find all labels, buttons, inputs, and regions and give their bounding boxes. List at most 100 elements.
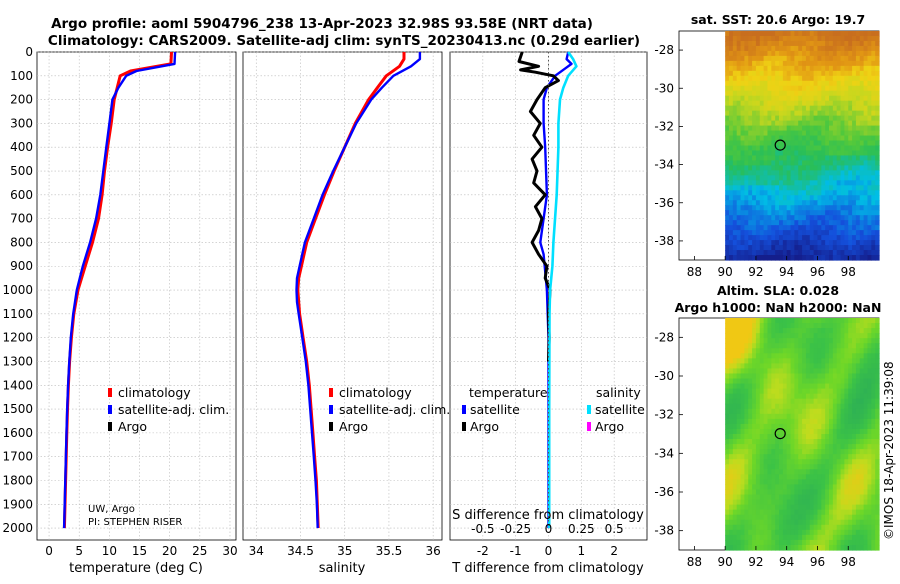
map-cell bbox=[829, 90, 834, 97]
map-cell bbox=[740, 130, 745, 137]
lat-tick-label: -28 bbox=[654, 43, 674, 57]
map-cell bbox=[836, 348, 842, 354]
map-cell bbox=[840, 358, 845, 364]
map-cell bbox=[875, 110, 880, 117]
map-cell bbox=[775, 439, 780, 445]
map-cell bbox=[786, 398, 792, 405]
map-cell bbox=[744, 145, 749, 152]
map-cell bbox=[832, 338, 838, 344]
map-cell bbox=[805, 115, 811, 122]
map-cell bbox=[748, 190, 753, 196]
map-cell bbox=[763, 363, 769, 370]
map-cell bbox=[852, 318, 857, 324]
map-cell bbox=[755, 170, 761, 176]
map-cell bbox=[729, 393, 734, 400]
map-cell bbox=[755, 120, 761, 127]
map-cell bbox=[844, 534, 849, 541]
legend-argo-swatch bbox=[108, 422, 112, 431]
map-cell bbox=[790, 140, 795, 147]
map-cell bbox=[767, 45, 772, 52]
map-cell bbox=[755, 40, 761, 47]
map-cell bbox=[755, 190, 761, 196]
map-cell bbox=[829, 328, 834, 334]
map-cell bbox=[855, 449, 861, 455]
map-cell bbox=[767, 240, 772, 246]
map-cell bbox=[732, 65, 738, 72]
map-cell bbox=[836, 185, 842, 191]
map-cell bbox=[821, 373, 826, 380]
map-cell bbox=[771, 85, 776, 92]
map-cell bbox=[829, 408, 834, 415]
map-cell bbox=[855, 195, 861, 201]
map-cell bbox=[771, 65, 776, 72]
map-cell bbox=[825, 165, 830, 171]
map-cell bbox=[779, 514, 784, 521]
map-cell bbox=[867, 454, 872, 460]
map-cell bbox=[802, 514, 807, 521]
map-cell bbox=[782, 519, 788, 526]
map-cell bbox=[867, 499, 872, 506]
map-cell bbox=[821, 31, 826, 37]
map-cell bbox=[840, 60, 845, 67]
map-cell bbox=[763, 444, 769, 450]
map-cell bbox=[832, 469, 838, 475]
map-cell bbox=[809, 50, 815, 57]
map-cell bbox=[802, 220, 807, 226]
map-cell bbox=[832, 230, 838, 236]
map-cell bbox=[763, 80, 769, 87]
map-cell bbox=[732, 245, 738, 251]
depth-tick-label: 1700 bbox=[2, 450, 33, 464]
map-cell bbox=[875, 140, 880, 147]
map-cell bbox=[736, 65, 742, 72]
map-cell bbox=[763, 343, 769, 349]
map-cell bbox=[767, 165, 772, 171]
map-cell bbox=[802, 378, 807, 385]
map-cell bbox=[813, 80, 819, 87]
map-cell bbox=[752, 165, 757, 171]
map-cell bbox=[844, 170, 849, 176]
map-cell bbox=[786, 444, 792, 450]
map-cell bbox=[790, 195, 795, 201]
map-cell bbox=[790, 120, 795, 127]
map-cell bbox=[775, 454, 780, 460]
map-cell bbox=[852, 514, 857, 521]
map-cell bbox=[790, 383, 795, 390]
map-cell bbox=[802, 449, 807, 455]
map-cell bbox=[732, 195, 738, 201]
map-cell bbox=[844, 45, 849, 52]
map-cell bbox=[794, 428, 799, 435]
map-cell bbox=[794, 190, 799, 196]
map-cell bbox=[855, 105, 861, 112]
map-cell bbox=[844, 250, 849, 256]
map-cell bbox=[836, 200, 842, 206]
map-cell bbox=[782, 185, 788, 191]
map-cell bbox=[832, 413, 838, 420]
map-cell bbox=[794, 449, 799, 455]
map-cell bbox=[779, 175, 784, 181]
map-cell bbox=[848, 333, 853, 339]
map-cell bbox=[840, 499, 845, 506]
map-cell bbox=[736, 413, 742, 420]
map-cell bbox=[782, 120, 788, 127]
map-cell bbox=[782, 135, 788, 142]
map-cell bbox=[836, 215, 842, 221]
map-cell bbox=[794, 205, 799, 211]
map-cell bbox=[863, 95, 869, 102]
map-cell bbox=[779, 378, 784, 385]
map-cell bbox=[871, 180, 876, 186]
map-cell bbox=[875, 220, 880, 226]
map-cell bbox=[813, 363, 819, 370]
map-cell bbox=[840, 140, 845, 147]
map-cell bbox=[875, 398, 880, 405]
map-cell bbox=[813, 200, 819, 206]
map-cell bbox=[867, 484, 872, 491]
map-cell bbox=[748, 318, 753, 324]
map-cell bbox=[798, 454, 803, 460]
map-cell bbox=[840, 444, 845, 450]
map-cell bbox=[748, 125, 753, 132]
map-cell bbox=[863, 484, 869, 491]
map-cell bbox=[863, 494, 869, 501]
map-cell bbox=[832, 235, 838, 241]
map-cell bbox=[848, 353, 853, 359]
map-cell bbox=[752, 235, 757, 241]
